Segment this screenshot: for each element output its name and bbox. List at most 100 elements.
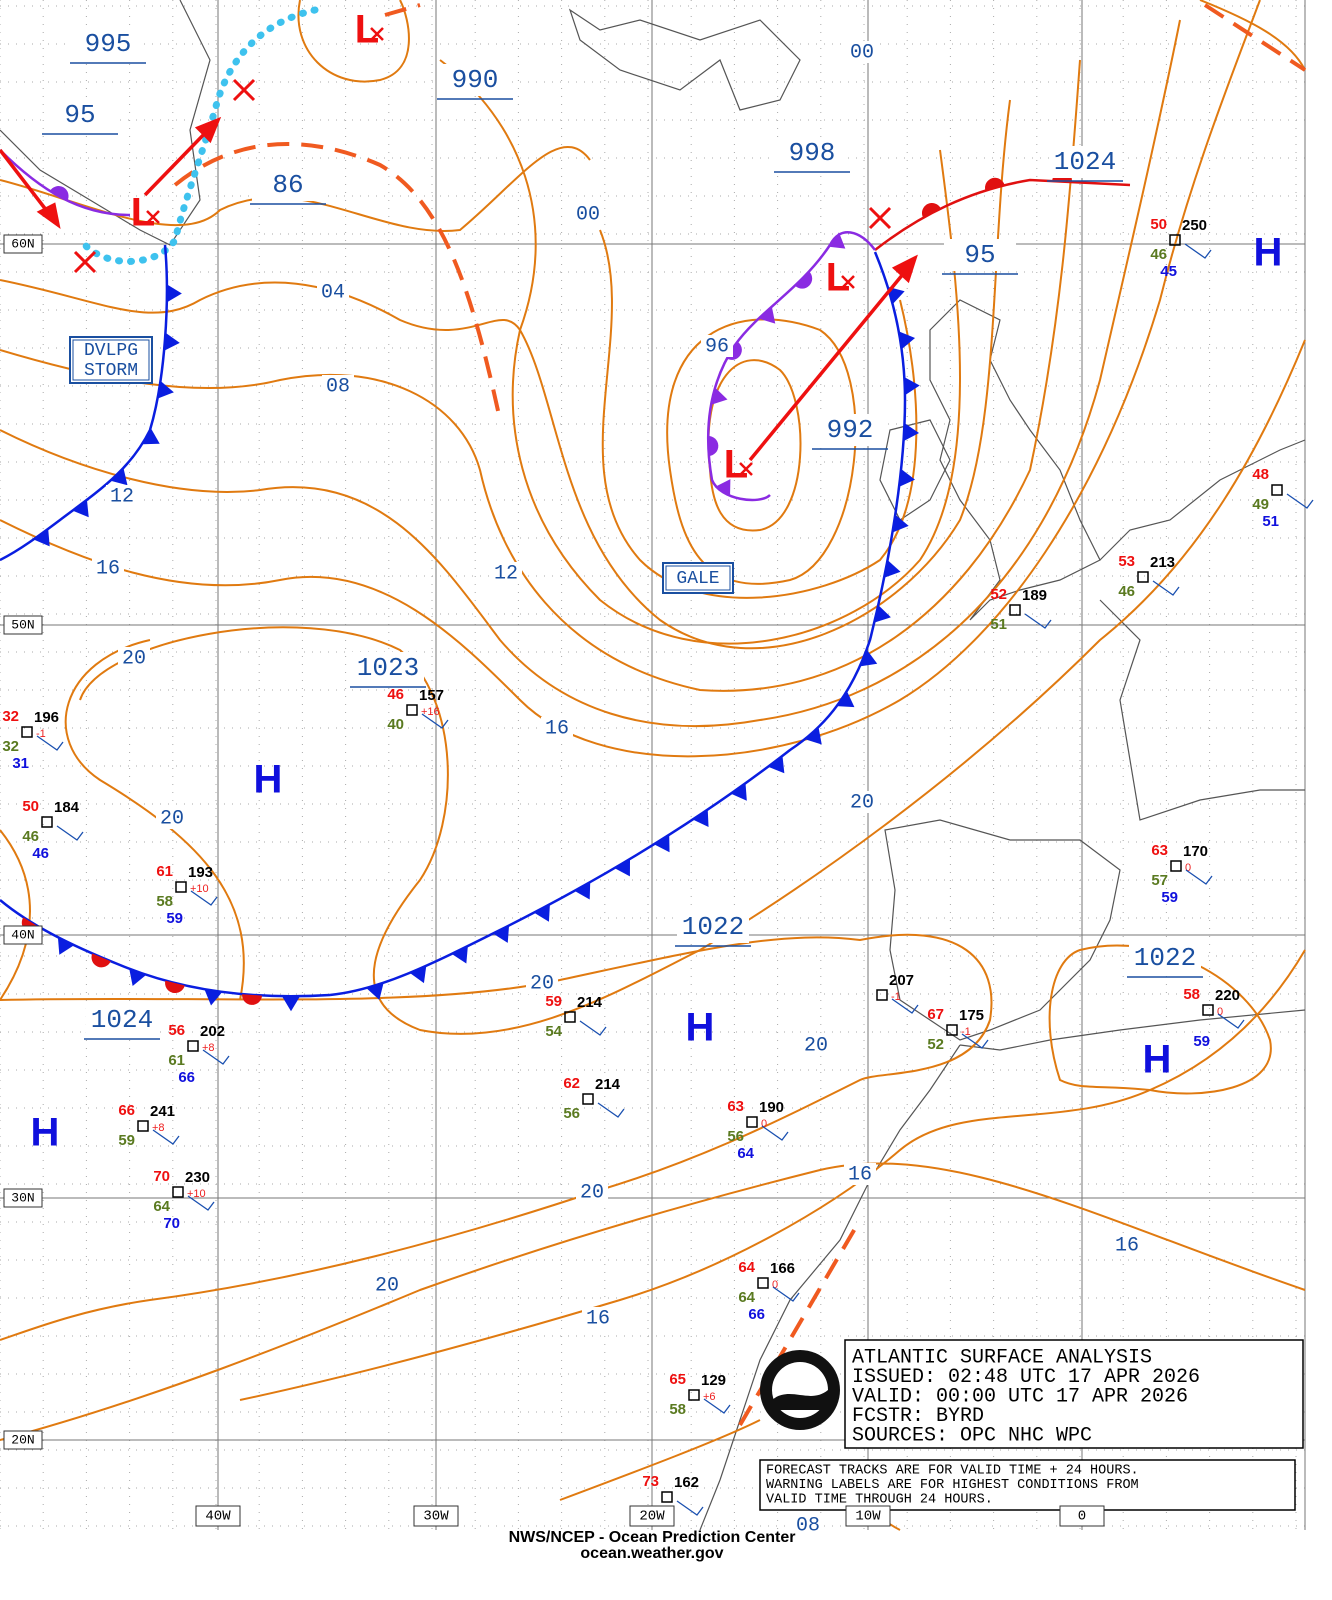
station-pressure: 184: [54, 799, 80, 816]
isobar-label: 12: [494, 562, 518, 585]
pressure-label-bg: [944, 239, 1016, 271]
low-center: L: [724, 443, 748, 487]
front-symbol: [110, 468, 128, 486]
station-pressure: 170: [1183, 843, 1208, 860]
front-symbol: [692, 809, 709, 828]
station-dewpoint: 49: [1252, 496, 1269, 513]
station-marker: [187, 1040, 199, 1052]
isobar-label: 08: [796, 1514, 820, 1537]
station-dewpoint: 40: [387, 716, 404, 733]
station-dewpoint: 54: [545, 1023, 562, 1040]
isobar-label-bg: [800, 1034, 832, 1056]
pressure-label-bg: [44, 99, 116, 131]
notice-line: VALID TIME THROUGH 24 HOURS.: [766, 1493, 993, 1508]
front-symbol: [242, 994, 263, 1005]
station-pressure: 166: [770, 1260, 795, 1277]
isobar-label: 00: [850, 41, 874, 64]
station-tendency: -1: [36, 728, 46, 740]
isobar-label-bg: [576, 1181, 608, 1203]
isobar-label-bg: [92, 557, 124, 579]
track: [143, 126, 212, 197]
front-symbol: [166, 284, 182, 303]
wind-barb: [961, 1033, 989, 1049]
isobar-label-bg: [156, 807, 188, 829]
station-pressure: 196: [34, 709, 59, 726]
greenland-coast: [0, 0, 211, 246]
station-temp: 61: [156, 863, 173, 880]
station-dewpoint: 58: [156, 893, 173, 910]
wind-barb: [152, 1129, 180, 1145]
isobar-label-bg: [701, 335, 733, 357]
isobar: [64, 339, 1306, 1035]
station-temp: 56: [168, 1022, 185, 1039]
front-symbol: [164, 332, 180, 351]
front-symbol: [710, 387, 728, 405]
warning-box-inner: [72, 339, 150, 381]
isobar: [0, 829, 31, 1001]
info-box: [844, 1339, 1304, 1449]
front-symbol: [72, 499, 89, 518]
isobar-label-bg: [526, 972, 558, 994]
station-marker: [1202, 1004, 1214, 1016]
station-marker: [746, 1116, 758, 1128]
footer-line: NWS/NCEP - Ocean Prediction Center: [509, 1529, 796, 1546]
low-center: L: [355, 8, 379, 52]
wind-barb: [761, 1125, 789, 1141]
front-symbol: [533, 904, 550, 922]
lon-label-box: [413, 1505, 459, 1527]
front-symbol: [898, 331, 916, 350]
isobar: [1199, 0, 1306, 71]
station-temp: 32: [2, 708, 19, 725]
wind-barb: [1024, 613, 1052, 629]
station-temp: 50: [1150, 216, 1167, 233]
front-symbol: [714, 479, 731, 497]
station-marker: [661, 1491, 673, 1503]
pressure-label-bg: [814, 414, 886, 446]
front-symbol: [653, 834, 670, 853]
station-marker: [582, 1093, 594, 1105]
wind-barb: [36, 735, 64, 751]
isobar-label-bg: [846, 791, 878, 813]
isobar: [707, 359, 802, 532]
isobar-label: 04: [321, 281, 345, 304]
station-tendency: +6: [703, 1391, 716, 1403]
warning-box-inner: [665, 565, 731, 591]
low-x: [146, 210, 160, 224]
lon-label-box: [629, 1505, 675, 1527]
wind-barb: [891, 998, 919, 1014]
isobar: [1048, 944, 1272, 1095]
low-positions: [73, 78, 892, 274]
station-temp: 64: [738, 1259, 755, 1276]
front-symbol: [805, 727, 822, 745]
isobar: [0, 59, 1081, 692]
isobar-label: 20: [122, 647, 146, 670]
lon-label: 10W: [855, 1509, 881, 1525]
trough: [738, 1218, 862, 1427]
lon-label-box: [845, 1505, 891, 1527]
coastlines: [0, 0, 1306, 1531]
front-symbol: [157, 380, 174, 399]
lon-label-box: [195, 1505, 241, 1527]
pressure-label: 1024: [91, 1005, 153, 1035]
station-marker: [175, 881, 187, 893]
info-line: SOURCES: OPC NHC WPC: [852, 1424, 1092, 1447]
wind-barb: [597, 1102, 625, 1118]
info-line: ISSUED: 02:48 UTC 17 APR 2026: [852, 1366, 1200, 1389]
pressure-label: 1023: [357, 653, 419, 683]
low-center: L: [131, 191, 155, 235]
station-dewpoint: 46: [22, 828, 39, 845]
high-center: H: [31, 1111, 60, 1155]
station-dewpoint: 46: [1118, 583, 1135, 600]
station-sst: 45: [1160, 263, 1177, 280]
notice-box: [759, 1459, 1296, 1511]
isobar: [0, 99, 1011, 650]
wind-barb: [202, 1049, 230, 1065]
station-pressure: 213: [1150, 554, 1175, 571]
front-symbol: [142, 428, 160, 445]
front-symbol: [574, 882, 591, 900]
trough: [173, 142, 502, 421]
isobar: [0, 146, 591, 232]
lon-label: 40W: [205, 1509, 231, 1525]
track: [0, 148, 52, 217]
station-tendency: +8: [202, 1042, 215, 1054]
